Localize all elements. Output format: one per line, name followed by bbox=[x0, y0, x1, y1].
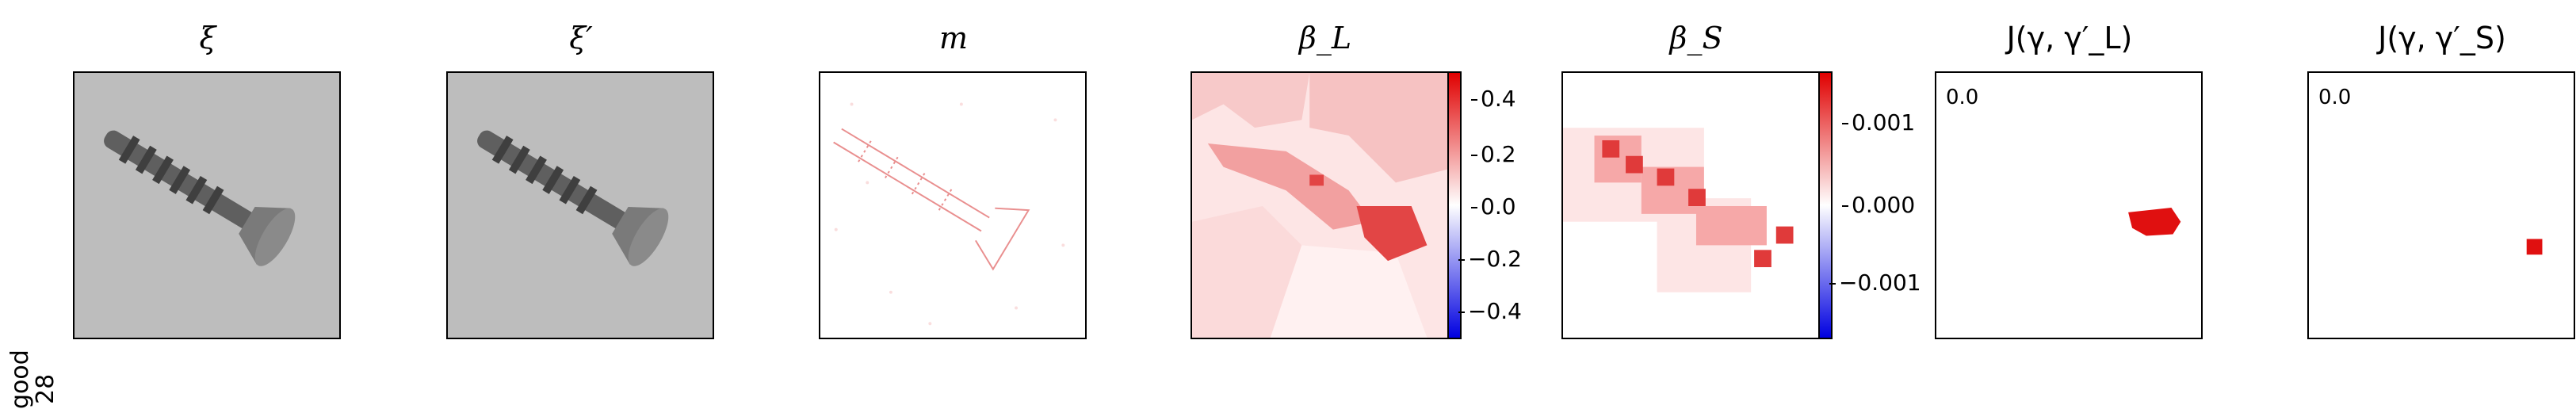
row-label-bottom: 28 bbox=[32, 373, 59, 404]
panel-xi-image bbox=[73, 71, 341, 339]
panel-title-j-s: J(γ, γ′_S) bbox=[2378, 21, 2506, 55]
screw-image-xi-prime bbox=[448, 73, 713, 338]
panel-title-m: m bbox=[938, 21, 969, 55]
tick-beta-s: 0.001 bbox=[1841, 109, 1916, 136]
difference-map bbox=[820, 73, 1085, 338]
panel-m-map bbox=[819, 71, 1087, 339]
row-label: good 28 bbox=[0, 174, 59, 409]
colorbar-beta-l bbox=[1447, 71, 1462, 339]
beta-s-heatmap bbox=[1563, 73, 1828, 338]
panel-title-j-l: J(γ, γ′_L) bbox=[2006, 21, 2133, 55]
beta-l-heatmap bbox=[1192, 73, 1457, 338]
tick-beta-l: 0.4 bbox=[1471, 86, 1516, 112]
panel-title-xi: ξ bbox=[199, 21, 216, 55]
colorbar-beta-s bbox=[1818, 71, 1833, 339]
tick-beta-l: 0.2 bbox=[1471, 141, 1516, 167]
panel-xi-prime-image bbox=[446, 71, 714, 339]
panel-j-s-map: 0.0 bbox=[2307, 71, 2575, 339]
panel-title-xi-prime: ξ′ bbox=[569, 21, 593, 55]
panel-beta-l-map bbox=[1191, 71, 1458, 339]
panel-title-beta-l: β_L bbox=[1298, 21, 1352, 55]
screw-image-xi bbox=[75, 73, 339, 338]
j-l-mask bbox=[2128, 207, 2181, 236]
tick-beta-l: −0.4 bbox=[1458, 298, 1522, 324]
panel-title-beta-s: β_S bbox=[1669, 21, 1723, 55]
tick-beta-l: −0.2 bbox=[1458, 246, 1522, 272]
panel-beta-s-map bbox=[1561, 71, 1829, 339]
tick-beta-s: −0.001 bbox=[1829, 269, 1921, 296]
panel-j-l-map: 0.0 bbox=[1935, 71, 2203, 339]
j-l-value: 0.0 bbox=[1946, 86, 1979, 109]
j-s-value: 0.0 bbox=[2318, 86, 2352, 109]
row-label-top: good bbox=[6, 350, 34, 409]
tick-beta-l: 0.0 bbox=[1471, 193, 1516, 220]
j-s-mask bbox=[2526, 239, 2543, 255]
tick-beta-s: 0.000 bbox=[1841, 192, 1916, 218]
